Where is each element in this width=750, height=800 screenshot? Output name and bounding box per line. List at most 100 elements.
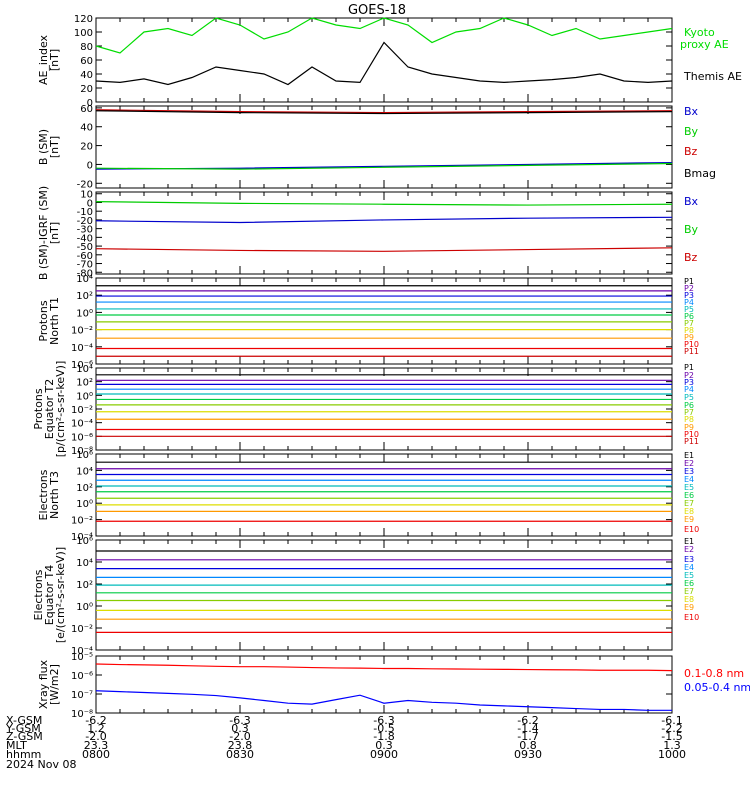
panel-frame: [95, 105, 673, 189]
footer-row-label: Y-GSM: [5, 722, 41, 735]
y-tick-label: 40: [80, 70, 93, 81]
y-axis-label: [e/(cm²-s-sr-keV)]: [54, 547, 67, 643]
y-tick-label: 10⁻²: [71, 624, 93, 635]
series-line-2: [95, 690, 672, 711]
y-tick-label: 10⁻²: [71, 405, 93, 416]
footer-value: -6.3: [229, 714, 250, 727]
y-tick-label: 10⁻⁷: [71, 690, 93, 701]
legend-label: P4: [684, 385, 694, 394]
y-axis-label: AE_index: [37, 34, 50, 85]
footer-row-label: Z-GSM: [6, 730, 43, 743]
y-tick-label: -30: [77, 225, 93, 236]
y-axis-label: B (SM)-IGRF (SM): [37, 186, 50, 280]
y-tick-label: 10⁻⁴: [71, 532, 93, 543]
panel-5: 10⁴ 10² 10⁰ 10⁻² 10⁻⁴ 10⁻⁶ 10⁻⁸ ProtonsEquator …: [32, 361, 699, 458]
legend-label: E8: [684, 595, 694, 604]
y-tick-label: 10⁻²: [71, 516, 93, 527]
y-tick-label: 10⁻²: [71, 326, 93, 337]
y-tick-label: 10⁻⁴: [71, 419, 93, 430]
y-tick-label: 0: [87, 160, 93, 171]
legend-label: P3: [684, 291, 694, 300]
y-axis-label: Xray flux: [37, 659, 50, 709]
y-axis-label: [nT]: [48, 49, 61, 71]
legend-label: E4: [684, 475, 694, 484]
y-tick-label: 10⁰: [76, 602, 93, 613]
y-tick-label: 10⁻⁴: [71, 343, 93, 354]
legend-label: E6: [684, 491, 694, 500]
y-axis-label: Electrons: [32, 569, 45, 620]
y-tick-label: 10⁻⁶: [71, 432, 93, 443]
panel-frame: [95, 539, 673, 651]
legend-label: P3: [684, 378, 694, 387]
footer-value: -6.2: [85, 714, 106, 727]
y-tick-label: 10²: [76, 483, 93, 494]
legend-label: P6: [684, 312, 694, 321]
y-axis-label: Equator T2: [43, 379, 56, 439]
series-line-1: [95, 216, 673, 224]
y-tick-label: -40: [77, 233, 93, 244]
figure-title: GOES-18: [348, 3, 406, 18]
footer-value: 0800: [82, 748, 110, 761]
y-axis-label: North T1: [48, 297, 61, 345]
y-tick-label: -80: [77, 268, 93, 279]
legend-label: P11: [684, 347, 699, 356]
footer-value: -1.5: [661, 730, 682, 743]
legend-label: P4: [684, 298, 694, 307]
y-tick-label: 10⁶: [76, 450, 93, 461]
y-tick-label: 10²: [76, 378, 93, 389]
y-tick-label: 10²: [76, 291, 93, 302]
y-tick-label: 20: [80, 142, 93, 153]
legend-label: E10: [684, 525, 699, 534]
y-tick-label: 10⁰: [76, 391, 93, 402]
footer-value: 23.3: [84, 739, 109, 752]
legend-label: Bx: [684, 105, 699, 118]
y-tick-label: 100: [74, 28, 93, 39]
y-tick-label: 10⁴: [76, 364, 93, 375]
y-tick-label: 10⁻⁴: [71, 646, 93, 657]
y-tick-label: -20: [77, 216, 93, 227]
y-tick-label: 0: [87, 198, 93, 209]
footer-value: -6.3: [373, 714, 394, 727]
legend-label: E9: [684, 603, 694, 612]
legend-label: P1: [684, 363, 694, 372]
y-tick-label: 60: [80, 104, 93, 115]
legend-label: E5: [684, 483, 694, 492]
y-tick-label: 10⁻⁶: [71, 360, 93, 371]
legend-label: Kyoto: [684, 26, 715, 39]
footer-value: 0900: [370, 748, 398, 761]
footer-value: 0.3: [231, 722, 249, 735]
legend-label: E2: [684, 459, 694, 468]
legend-label: E3: [684, 555, 694, 564]
legend-label: 0.05-0.4 nm: [684, 681, 750, 694]
legend-label: E7: [684, 587, 694, 596]
panel-frame: [95, 17, 673, 103]
y-tick-label: 120: [74, 14, 93, 25]
footer-row-label: 2024 Nov 08: [6, 758, 76, 771]
y-tick-label: -70: [77, 260, 93, 271]
legend-label: E8: [684, 507, 694, 516]
panel-frame: [95, 655, 673, 714]
footer-value: -0.5: [373, 722, 394, 735]
panel-frame: [95, 453, 673, 537]
footer-value: -1.7: [517, 730, 538, 743]
footer-value: 0830: [226, 748, 254, 761]
legend-label: P6: [684, 401, 694, 410]
y-tick-label: 0: [87, 98, 93, 109]
legend-label: Bz: [684, 145, 698, 158]
panel-2: -20 0 20 40 60 B (SM)[nT] Bx By Bz Bmag: [37, 104, 716, 190]
legend-label: E6: [684, 579, 694, 588]
legend-label: Bmag: [684, 167, 716, 180]
legend-label: P5: [684, 393, 694, 402]
footer-value: 0.3: [375, 739, 393, 752]
y-axis-label: Equator T4: [43, 565, 56, 625]
y-axis-label: [nT]: [48, 222, 61, 244]
legend-label: Bx: [684, 195, 699, 208]
legend-label: P7: [684, 408, 694, 417]
